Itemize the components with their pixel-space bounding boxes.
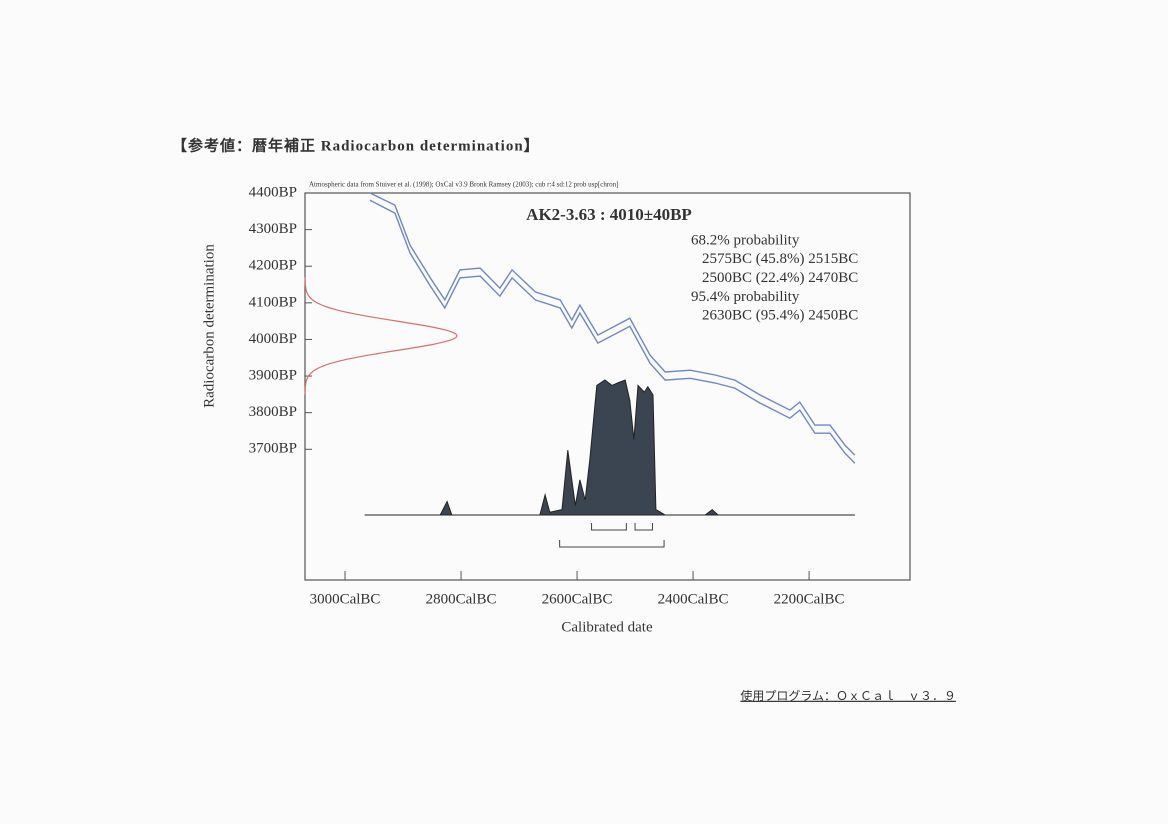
calibration-curve bbox=[369, 192, 856, 456]
measurement-curve bbox=[304, 277, 458, 395]
y-tick-label: 4400BP bbox=[249, 184, 297, 200]
y-tick-label: 4200BP bbox=[249, 258, 297, 274]
range-bracket bbox=[559, 540, 665, 548]
x-axis-label: Calibrated date bbox=[561, 619, 653, 635]
x-tick-label: 2200CalBC bbox=[774, 591, 845, 607]
y-tick-label: 4300BP bbox=[249, 221, 297, 237]
x-tick-label: 2600CalBC bbox=[542, 591, 613, 607]
heading: 【参考値：暦年補正 Radiocarbon determination】 bbox=[172, 136, 540, 154]
legend-line: 68.2% probability bbox=[691, 232, 800, 248]
probability-distribution bbox=[364, 379, 855, 516]
y-tick-label: 4000BP bbox=[249, 331, 297, 347]
y-tick-label: 3800BP bbox=[249, 404, 297, 420]
legend-line: 2575BC (45.8%) 2515BC bbox=[702, 251, 858, 267]
y-tick-label: 3900BP bbox=[249, 368, 297, 384]
source-note: Atmospheric data from Stuiver et al. (19… bbox=[309, 181, 619, 189]
legend-line: 2630BC (95.4%) 2450BC bbox=[702, 308, 858, 324]
y-tick-label: 3700BP bbox=[249, 441, 297, 457]
range-bracket bbox=[591, 523, 627, 531]
x-tick-label: 2800CalBC bbox=[426, 591, 497, 607]
y-axis-label: Radiocarbon determination bbox=[201, 244, 217, 408]
chart-title: AK2-3.63 : 4010±40BP bbox=[526, 205, 692, 224]
calibration-curve bbox=[369, 199, 856, 464]
legend-line: 2500BC (22.4%) 2470BC bbox=[702, 270, 858, 286]
x-tick-label: 3000CalBC bbox=[310, 591, 381, 607]
x-tick-label: 2400CalBC bbox=[658, 591, 729, 607]
y-tick-label: 4100BP bbox=[249, 294, 297, 310]
footer: 使用プログラム：ＯｘＣａｌ ｖ３．９ bbox=[740, 688, 956, 703]
legend-line: 95.4% probability bbox=[691, 289, 800, 305]
range-bracket bbox=[634, 523, 653, 531]
